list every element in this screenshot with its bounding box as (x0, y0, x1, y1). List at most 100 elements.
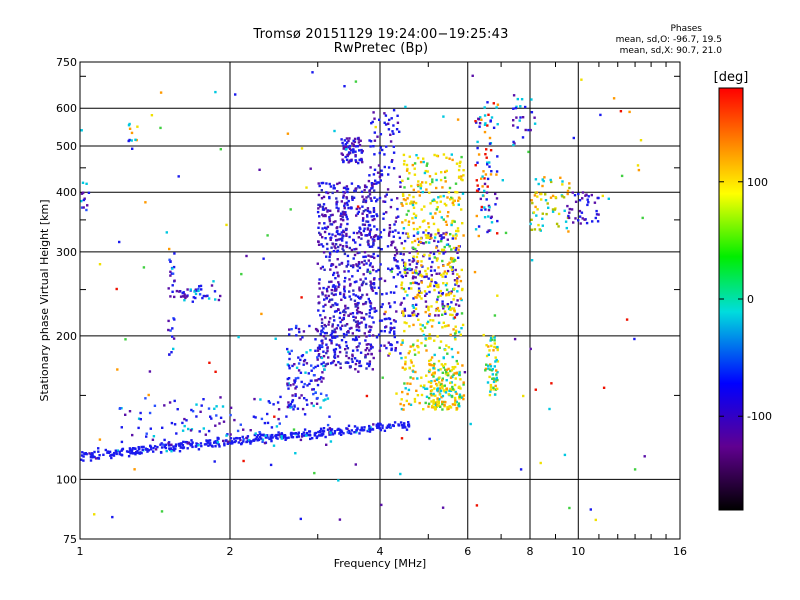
echo-point (432, 319, 435, 322)
echo-point (229, 406, 233, 409)
echo-point (483, 130, 487, 134)
echo-point (440, 216, 443, 219)
echo-point (342, 194, 345, 197)
echo-point (325, 297, 329, 300)
echo-point (584, 194, 587, 197)
echo-point (412, 257, 415, 260)
echo-point (144, 397, 147, 400)
echo-point (339, 311, 342, 315)
echo-point (314, 365, 317, 369)
echo-point (416, 293, 419, 297)
echo-point (315, 402, 319, 405)
echo-point (319, 427, 323, 430)
echo-point (447, 324, 450, 327)
echo-point (496, 294, 499, 297)
echo-point (431, 364, 434, 367)
echo-point (436, 295, 440, 299)
echo-point (254, 416, 257, 419)
echo-point (462, 381, 465, 384)
echo-point (173, 318, 176, 321)
echo-point (290, 433, 293, 436)
colorbar-tick-label: 100 (747, 176, 768, 189)
echo-point (352, 139, 355, 142)
echo-point (321, 205, 325, 209)
echo-point (322, 361, 325, 364)
echo-point (536, 208, 539, 211)
echo-point (82, 455, 85, 458)
echo-point (363, 251, 367, 254)
echo-point (356, 145, 359, 148)
echo-point (416, 227, 419, 231)
echo-point (144, 447, 147, 450)
echo-point (369, 302, 373, 305)
echo-point (433, 256, 436, 259)
echo-point (482, 170, 485, 173)
echo-point (316, 383, 320, 387)
echo-point (404, 198, 407, 202)
echo-point (371, 120, 374, 124)
echo-point (400, 356, 403, 360)
echo-point (107, 451, 111, 454)
echo-point (357, 161, 360, 165)
echo-point (476, 161, 479, 164)
echo-point (443, 310, 447, 313)
echo-point (444, 220, 448, 223)
echo-point (423, 205, 426, 208)
echo-point (392, 145, 395, 148)
echo-point (429, 251, 432, 254)
echo-point (384, 123, 388, 126)
echo-point (371, 218, 374, 222)
echo-point (449, 376, 453, 379)
echo-point (273, 415, 276, 418)
echo-point (326, 397, 330, 400)
echo-point (365, 335, 368, 338)
echo-point (446, 215, 449, 218)
x-axis-label: Frequency [MHz] (334, 557, 426, 570)
echo-point (305, 362, 309, 365)
echo-point (277, 408, 281, 411)
echo-point (549, 178, 552, 182)
echo-point (181, 444, 185, 447)
echo-point (137, 417, 141, 420)
echo-point (430, 400, 433, 403)
echo-point (358, 289, 361, 292)
echo-point (233, 437, 236, 440)
echo-point (406, 271, 409, 275)
echo-point (334, 246, 337, 250)
echo-point (82, 198, 86, 202)
echo-point (419, 187, 422, 190)
echo-point (368, 311, 371, 315)
echo-point (487, 345, 490, 348)
echo-point (489, 173, 493, 176)
echo-point (396, 197, 399, 200)
echo-point (213, 460, 216, 463)
echo-point (245, 440, 248, 444)
echo-point (150, 114, 154, 117)
echo-point (120, 440, 124, 444)
echo-point (454, 248, 457, 251)
echo-point (354, 463, 357, 466)
echo-point (495, 373, 498, 376)
echo-point (524, 128, 527, 132)
echo-point (294, 452, 297, 455)
echo-point (439, 383, 443, 386)
echo-point (440, 363, 443, 366)
echo-point (423, 171, 427, 175)
echo-point (388, 232, 391, 235)
echo-point (406, 268, 410, 271)
echo-point (397, 267, 400, 270)
echo-point (322, 214, 325, 218)
echo-point (183, 295, 186, 298)
echo-point (416, 237, 420, 241)
echo-point (309, 437, 312, 441)
echo-point (213, 290, 217, 293)
echo-point (612, 97, 616, 100)
echo-point (363, 227, 366, 230)
echo-point (361, 223, 365, 226)
echo-point (459, 378, 462, 381)
echo-point (485, 363, 488, 366)
echo-point (358, 149, 361, 152)
echo-point (494, 384, 497, 388)
echo-point (597, 196, 600, 200)
echo-point (549, 196, 553, 199)
